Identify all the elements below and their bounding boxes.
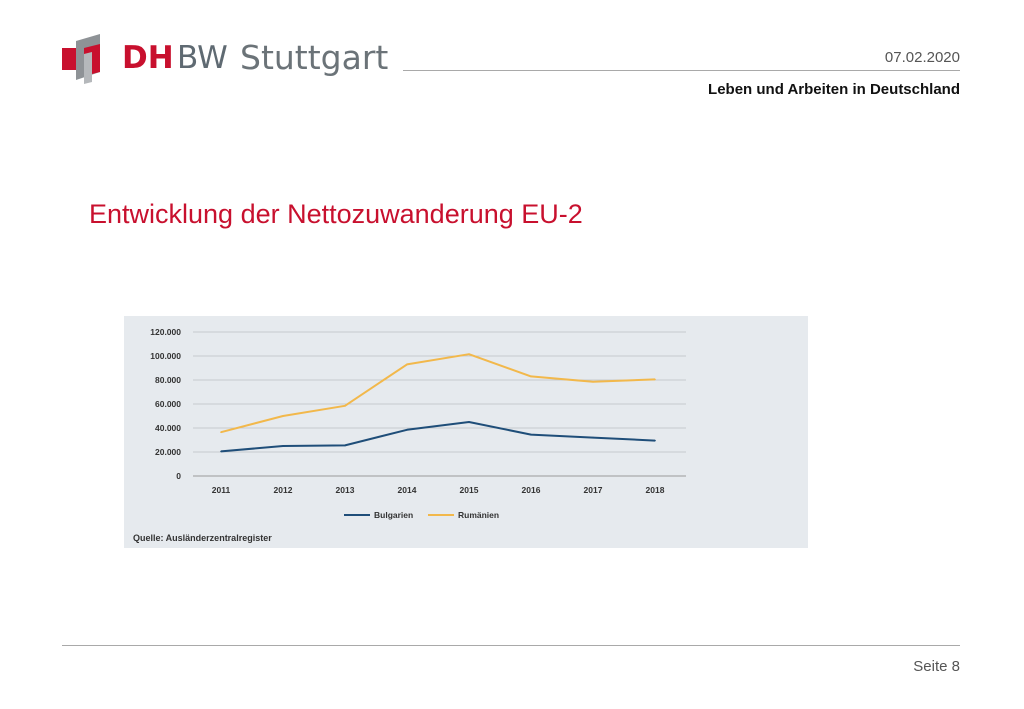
dhbw-logo-mark-icon	[62, 34, 100, 84]
x-tick-label: 2013	[336, 485, 355, 495]
logo-text-city: Stuttgart	[240, 38, 389, 77]
data-point	[406, 429, 408, 431]
logo-text-bw: BW	[177, 40, 228, 76]
data-point	[530, 375, 532, 378]
y-tick-label: 120.000	[150, 327, 181, 337]
data-point	[220, 450, 222, 453]
series-line-bulgarien	[220, 421, 656, 453]
page-number: Seite 8	[913, 658, 960, 675]
data-point	[344, 405, 346, 407]
series-line-rumänien	[220, 353, 656, 434]
chart-panel: 0 20.000 40.000 60.000 80.000 100.000 120.000 2…	[124, 316, 808, 548]
data-point	[220, 431, 222, 433]
logo-text-dh: DH	[122, 40, 174, 76]
slide-subtitle: Leben und Arbeiten in Deutschland	[708, 81, 960, 98]
data-point	[406, 363, 408, 366]
data-point	[344, 444, 346, 447]
legend-label: Rumänien	[458, 510, 499, 520]
x-tick-label: 2014	[398, 485, 417, 495]
slide-title: Entwicklung der Nettozuwanderung EU-2	[89, 199, 583, 229]
x-tick-label: 2018	[646, 485, 665, 495]
y-tick-label: 0	[176, 471, 181, 481]
footer-divider	[62, 645, 960, 646]
data-point	[468, 421, 470, 423]
header-divider	[403, 70, 960, 71]
x-tick-label: 2015	[460, 485, 479, 495]
data-point	[282, 415, 284, 417]
x-tick-label: 2011	[212, 485, 231, 495]
data-point	[654, 439, 656, 442]
data-point	[592, 381, 594, 383]
y-tick-label: 100.000	[150, 351, 181, 361]
y-tick-label: 20.000	[155, 447, 181, 457]
y-tick-label: 60.000	[155, 399, 181, 409]
x-tick-label: 2016	[522, 485, 541, 495]
data-point	[468, 353, 470, 355]
data-point	[654, 378, 656, 381]
chart-source: Quelle: Ausländerzentralregister	[133, 533, 272, 543]
y-tick-label: 40.000	[155, 423, 181, 433]
slide-date: 07.02.2020	[884, 49, 960, 66]
legend-label: Bulgarien	[374, 510, 413, 520]
data-point	[282, 445, 284, 447]
line-chart: 0 20.000 40.000 60.000 80.000 100.000 120.000 2…	[150, 327, 686, 520]
y-tick-label: 80.000	[155, 375, 181, 385]
x-tick-label: 2012	[274, 485, 293, 495]
data-point	[530, 433, 532, 436]
data-point	[592, 436, 594, 439]
x-tick-label: 2017	[584, 485, 603, 495]
dhbw-logo: DH BW Stuttgart	[60, 32, 390, 88]
